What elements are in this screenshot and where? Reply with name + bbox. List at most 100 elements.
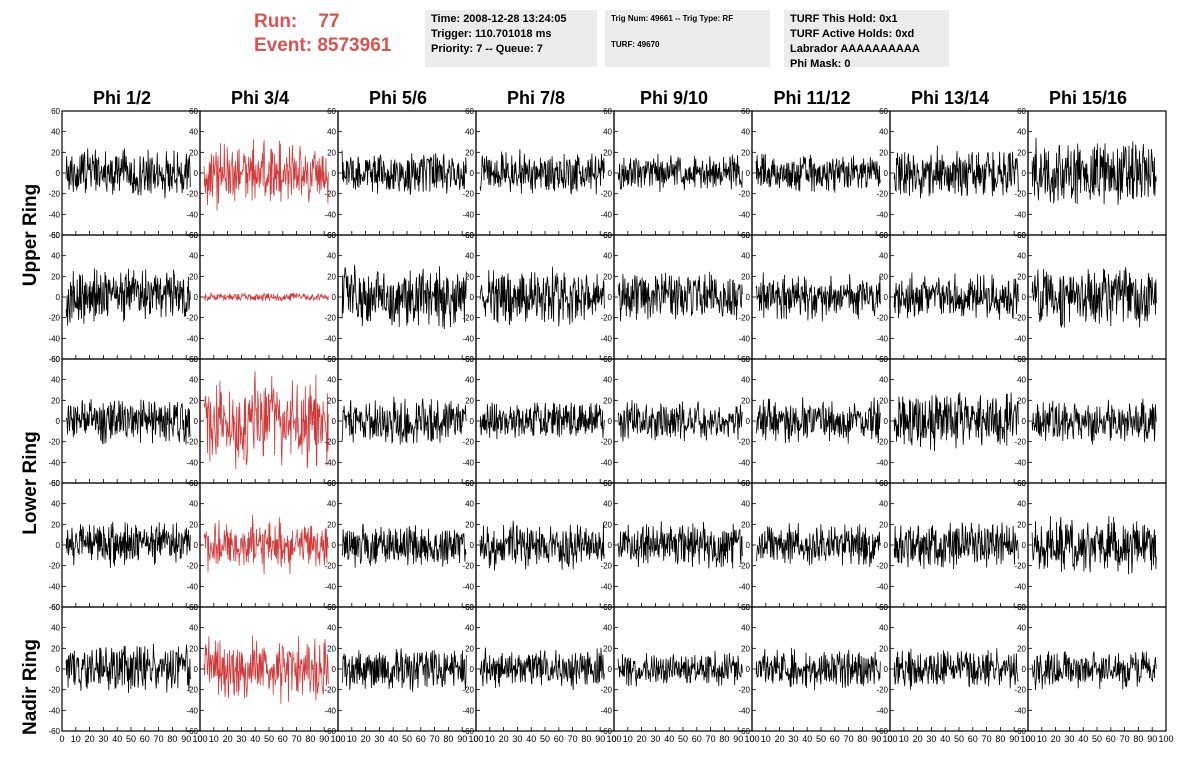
y-tick-label: 40: [1017, 500, 1026, 509]
y-tick-label: 40: [1017, 128, 1026, 137]
y-tick-label: 40: [603, 252, 612, 261]
y-tick-label: 40: [189, 252, 198, 261]
y-tick-label: 60: [465, 107, 474, 116]
y-tick-label: 60: [51, 479, 60, 488]
y-tick-label: 0: [56, 417, 61, 426]
y-tick-label: 40: [189, 128, 198, 137]
y-tick-label: 40: [51, 624, 60, 633]
waveform-line: [617, 650, 743, 687]
y-tick-label: 0: [470, 169, 475, 178]
y-tick-label: -20: [324, 686, 336, 695]
waveform-line: [893, 392, 1019, 452]
y-tick-label: 40: [327, 624, 336, 633]
x-tick-label: 90: [457, 734, 467, 744]
y-tick-label: 40: [879, 376, 888, 385]
y-tick-label: 20: [51, 520, 60, 529]
y-tick-label: 40: [603, 500, 612, 509]
x-tick-label: 10: [209, 734, 219, 744]
y-tick-label: -40: [462, 582, 474, 591]
y-tick-label: 40: [1017, 252, 1026, 261]
waveform-line: [341, 264, 467, 330]
column-header-phi-13-14: Phi 13/14: [910, 88, 990, 108]
y-tick-label: 20: [465, 396, 474, 405]
y-tick-label: -40: [324, 582, 336, 591]
y-tick-label: 60: [465, 355, 474, 364]
x-tick-label: 50: [816, 734, 826, 744]
x-tick-label: 40: [802, 734, 812, 744]
y-tick-label: 40: [189, 500, 198, 509]
x-tick-label: 0: [473, 734, 478, 744]
y-tick-label: -40: [1014, 210, 1026, 219]
y-tick-label: 60: [189, 603, 198, 612]
column-header-phi-3-4: Phi 3/4: [230, 88, 290, 108]
time-text: Time: 2008-12-28 13:24:05: [431, 13, 567, 25]
x-tick-label: 70: [1120, 734, 1130, 744]
y-tick-label: 0: [470, 417, 475, 426]
y-tick-label: 20: [51, 148, 60, 157]
x-tick-label: 100: [882, 734, 897, 744]
y-tick-label: -40: [876, 210, 888, 219]
x-tick-label: 10: [761, 734, 771, 744]
y-tick-label: 0: [746, 417, 751, 426]
y-tick-label: -40: [186, 334, 198, 343]
y-tick-label: 40: [51, 500, 60, 509]
x-tick-label: 30: [1064, 734, 1074, 744]
waveform-line: [479, 402, 605, 440]
x-tick-label: 40: [940, 734, 950, 744]
y-tick-label: 60: [603, 107, 612, 116]
waveform-line: [755, 647, 881, 691]
y-tick-label: 40: [603, 624, 612, 633]
y-tick-label: 0: [470, 293, 475, 302]
y-tick-label: -20: [324, 438, 336, 447]
y-tick-label: 0: [56, 169, 61, 178]
x-tick-label: 100: [1158, 734, 1173, 744]
x-tick-label: 0: [335, 734, 340, 744]
phi-mask-text: Phi Mask: 0: [790, 58, 851, 70]
y-tick-label: -40: [324, 210, 336, 219]
y-tick-label: 20: [51, 272, 60, 281]
y-tick-label: -40: [876, 458, 888, 467]
x-tick-label: 80: [305, 734, 315, 744]
waveform-line: [755, 153, 881, 193]
y-tick-label: -20: [738, 314, 750, 323]
column-header-phi-9-10: Phi 9/10: [639, 88, 709, 108]
y-tick-label: 0: [746, 169, 751, 178]
y-tick-label: -40: [186, 706, 198, 715]
x-tick-label: 40: [1078, 734, 1088, 744]
y-tick-label: -20: [876, 562, 888, 571]
y-tick-label: 40: [465, 624, 474, 633]
y-tick-label: 40: [189, 376, 198, 385]
x-tick-label: 0: [611, 734, 616, 744]
y-tick-label: -20: [738, 686, 750, 695]
waveform-line: [65, 399, 191, 445]
waveform-line: [479, 647, 605, 691]
y-tick-label: 20: [879, 148, 888, 157]
waveform-line: [203, 635, 329, 704]
turf-active-text: TURF Active Holds: 0xd: [790, 28, 915, 40]
y-tick-label: -20: [1014, 314, 1026, 323]
y-tick-label: 0: [608, 541, 613, 550]
y-tick-label: -60: [48, 479, 60, 488]
x-tick-label: 30: [926, 734, 936, 744]
y-tick-label: 20: [879, 272, 888, 281]
x-tick-label: 60: [1106, 734, 1116, 744]
y-tick-label: 60: [465, 231, 474, 240]
y-tick-label: 0: [608, 293, 613, 302]
x-tick-label: 20: [775, 734, 785, 744]
y-tick-label: -40: [186, 582, 198, 591]
x-tick-label: 40: [388, 734, 398, 744]
y-tick-label: -40: [324, 334, 336, 343]
y-tick-label: 60: [327, 603, 336, 612]
y-tick-label: -40: [876, 334, 888, 343]
y-tick-label: 40: [741, 500, 750, 509]
y-tick-label: 60: [879, 603, 888, 612]
trig-num-text: Trig Num: 49661 -- Trig Type: RF: [611, 14, 734, 23]
x-tick-label: 90: [319, 734, 329, 744]
x-tick-label: 80: [167, 734, 177, 744]
y-tick-label: -40: [600, 210, 612, 219]
y-tick-label: 0: [1022, 169, 1027, 178]
y-tick-label: 60: [879, 107, 888, 116]
y-tick-label: 60: [603, 603, 612, 612]
y-tick-label: 40: [879, 624, 888, 633]
y-tick-label: -20: [48, 314, 60, 323]
